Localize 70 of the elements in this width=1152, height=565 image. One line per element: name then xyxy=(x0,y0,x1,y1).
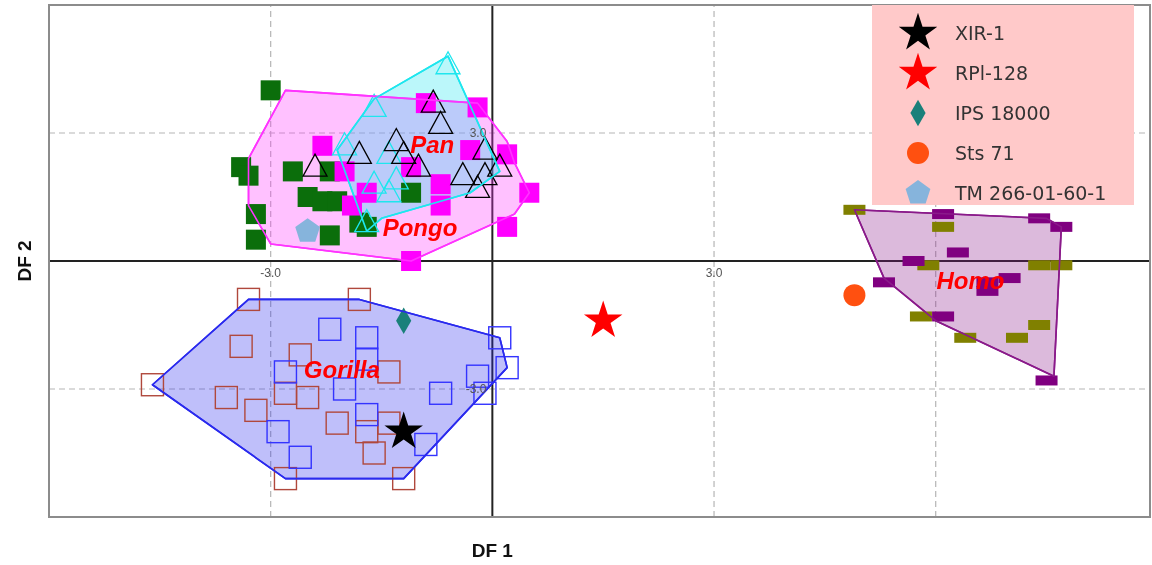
point xyxy=(495,355,519,380)
point xyxy=(318,317,342,341)
point xyxy=(430,174,451,195)
point xyxy=(295,218,320,242)
point xyxy=(229,334,253,359)
point xyxy=(427,110,454,135)
point xyxy=(282,161,303,182)
point xyxy=(236,287,261,312)
y-axis-title: DF 2 xyxy=(14,240,35,282)
legend-label: TM 266-01-60-1 xyxy=(954,182,1107,204)
annotation: Pan xyxy=(410,130,455,158)
point xyxy=(346,140,372,164)
legend-label: Sts 71 xyxy=(955,142,1015,164)
point xyxy=(377,360,401,384)
point xyxy=(472,136,498,160)
annotation: Pongo xyxy=(382,214,458,242)
point xyxy=(420,89,446,113)
point xyxy=(383,127,409,152)
point xyxy=(414,432,438,457)
point xyxy=(347,287,372,312)
point xyxy=(295,385,320,410)
point xyxy=(341,195,362,216)
x-axis-title: DF 1 xyxy=(471,540,514,561)
point xyxy=(361,93,387,118)
point xyxy=(376,140,402,164)
point xyxy=(319,225,340,246)
point xyxy=(244,398,268,423)
point xyxy=(488,326,512,350)
point xyxy=(355,419,379,444)
point xyxy=(312,135,333,156)
point xyxy=(460,140,481,161)
point xyxy=(361,170,387,194)
point xyxy=(260,80,281,101)
point xyxy=(401,251,422,271)
legend-label: IPS 18000 xyxy=(955,102,1051,124)
point xyxy=(450,162,476,186)
point xyxy=(288,445,312,469)
point xyxy=(355,326,379,350)
point xyxy=(214,385,239,410)
point xyxy=(472,162,498,186)
legend-label: XIR-1 xyxy=(955,22,1005,44)
point xyxy=(843,284,866,307)
point xyxy=(384,411,423,449)
point xyxy=(383,166,409,190)
point xyxy=(302,153,328,177)
point xyxy=(497,216,518,237)
point xyxy=(405,153,432,177)
point xyxy=(273,360,298,384)
point xyxy=(245,229,266,250)
point xyxy=(428,381,453,405)
point xyxy=(332,377,357,401)
point xyxy=(519,182,540,203)
point xyxy=(583,300,623,338)
point xyxy=(140,373,165,397)
point xyxy=(331,132,358,156)
point xyxy=(266,419,290,444)
point xyxy=(487,153,513,177)
point xyxy=(362,441,386,465)
point xyxy=(464,174,491,199)
point xyxy=(391,466,416,491)
point xyxy=(354,208,380,233)
point xyxy=(376,179,402,203)
point xyxy=(430,195,451,216)
point xyxy=(401,182,422,203)
legend-label: RPl-128 xyxy=(955,62,1029,84)
point xyxy=(355,402,379,427)
point xyxy=(325,411,349,435)
point xyxy=(435,51,461,75)
point xyxy=(273,466,298,491)
point xyxy=(245,204,266,225)
